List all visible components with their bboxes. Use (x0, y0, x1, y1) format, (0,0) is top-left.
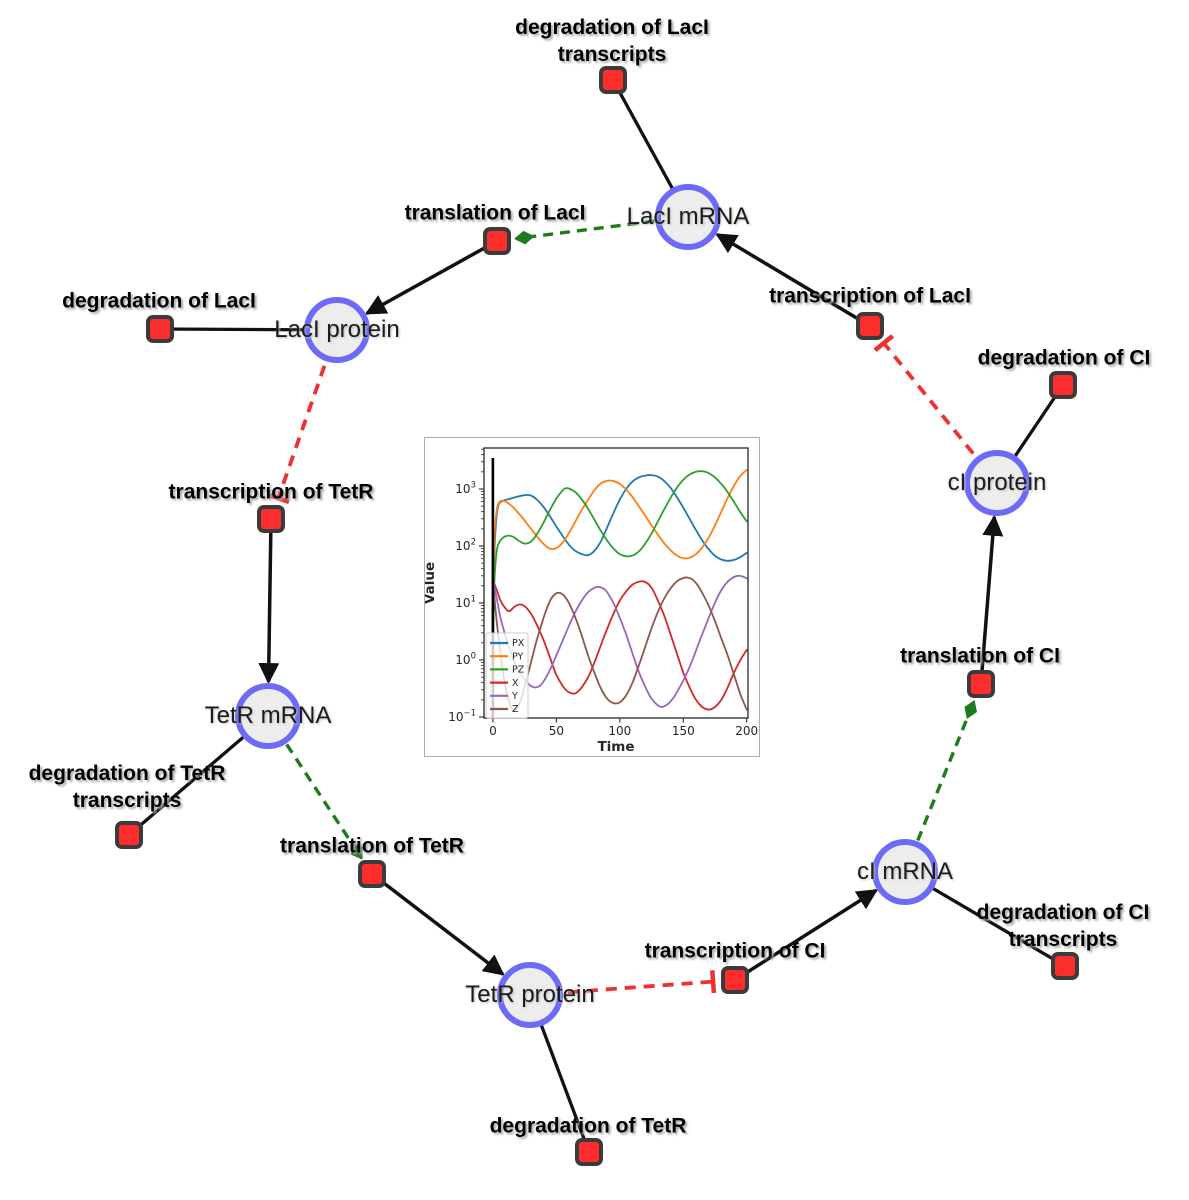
edge-arrow-transcription-of-laci-to-laci-mrna (715, 232, 871, 328)
edge-arrow-translation-of-tetr-to-tetr-protein (370, 872, 505, 976)
chart-ylabel: Value (425, 562, 438, 604)
edge-arrow-translation-of-ci-to-ci-protein (979, 514, 1004, 685)
reaction-node-transcription-of-laci (856, 312, 884, 340)
edge-arrow-translation-of-laci-to-laci-protein (364, 239, 498, 316)
reaction-node-translation-of-laci (483, 227, 511, 255)
chart-xlabel: Time (597, 739, 634, 755)
chart-legend-label-X: X (512, 678, 519, 689)
reaction-node-degradation-of-laci (146, 315, 174, 343)
chart-xtick-label: 100 (608, 724, 631, 738)
chart-xtick-label: 0 (489, 724, 497, 738)
species-node-tetr-mrna (235, 683, 301, 749)
reaction-node-translation-of-tetr (358, 860, 386, 888)
chart-ytick-label: 100 (455, 651, 476, 667)
chart-ytick-label: 102 (455, 537, 476, 553)
species-node-laci-mrna (655, 184, 721, 250)
chart-legend: PX PY PZ XYZ (485, 632, 529, 719)
chart-xtick-label: 200 (735, 724, 758, 738)
species-node-ci-mrna (872, 839, 938, 905)
reaction-node-degradation-of-tetr-transcripts (115, 821, 143, 849)
chart-legend-label-Y: Y (511, 691, 518, 702)
chart-legend-label-PZ: PZ (512, 665, 525, 676)
edge-arrow-transcription-of-ci-to-ci-mrna (734, 888, 879, 982)
chart-xtick-label: 50 (549, 724, 564, 738)
chart-line-PZ (491, 470, 748, 661)
reaction-node-transcription-of-ci (721, 966, 749, 994)
chart-xtick-label: 150 (672, 724, 695, 738)
reaction-node-degradation-of-ci-transcripts (1051, 952, 1079, 980)
chart-legend-label-Z: Z (512, 704, 519, 715)
edge-catalysis-tetr-mrna-to-translation-of-tetr (266, 715, 363, 860)
chart-line-PX (491, 474, 748, 644)
edge-catalysis-ci-mrna-to-translation-of-ci (903, 700, 977, 873)
simulation-plot-figure: 10−1 100 101 102 103 0 50 100 150 200 Time Value PX P… (422, 437, 760, 757)
species-node-tetr-protein (497, 962, 563, 1028)
reaction-node-degradation-of-laci-transcripts (599, 66, 627, 94)
chart-legend-label-PX: PX (512, 638, 525, 649)
reaction-node-degradation-of-ci (1049, 371, 1077, 399)
chart-legend-label-PY: PY (512, 651, 524, 662)
edge-arrow-transcription-of-tetr-to-tetr-mrna (258, 518, 280, 685)
edge-inhibition-tetr-protein-to-transcription-of-ci (529, 970, 717, 997)
edge-catalysis-laci-mrna-to-translation-of-laci (514, 215, 689, 245)
reaction-node-translation-of-ci (967, 670, 995, 698)
reaction-node-transcription-of-tetr (257, 505, 285, 533)
chart-line-X (491, 579, 748, 711)
chart-ytick-label: 101 (455, 594, 476, 610)
chart-line-PY (491, 469, 748, 661)
chart-ytick-label: 103 (455, 481, 476, 497)
species-node-ci-protein (964, 450, 1030, 516)
chart-ytick-label: 10−1 (448, 708, 476, 724)
chart-spines (483, 447, 749, 719)
reaction-node-degradation-of-tetr (575, 1138, 603, 1166)
species-node-laci-protein (304, 297, 370, 363)
